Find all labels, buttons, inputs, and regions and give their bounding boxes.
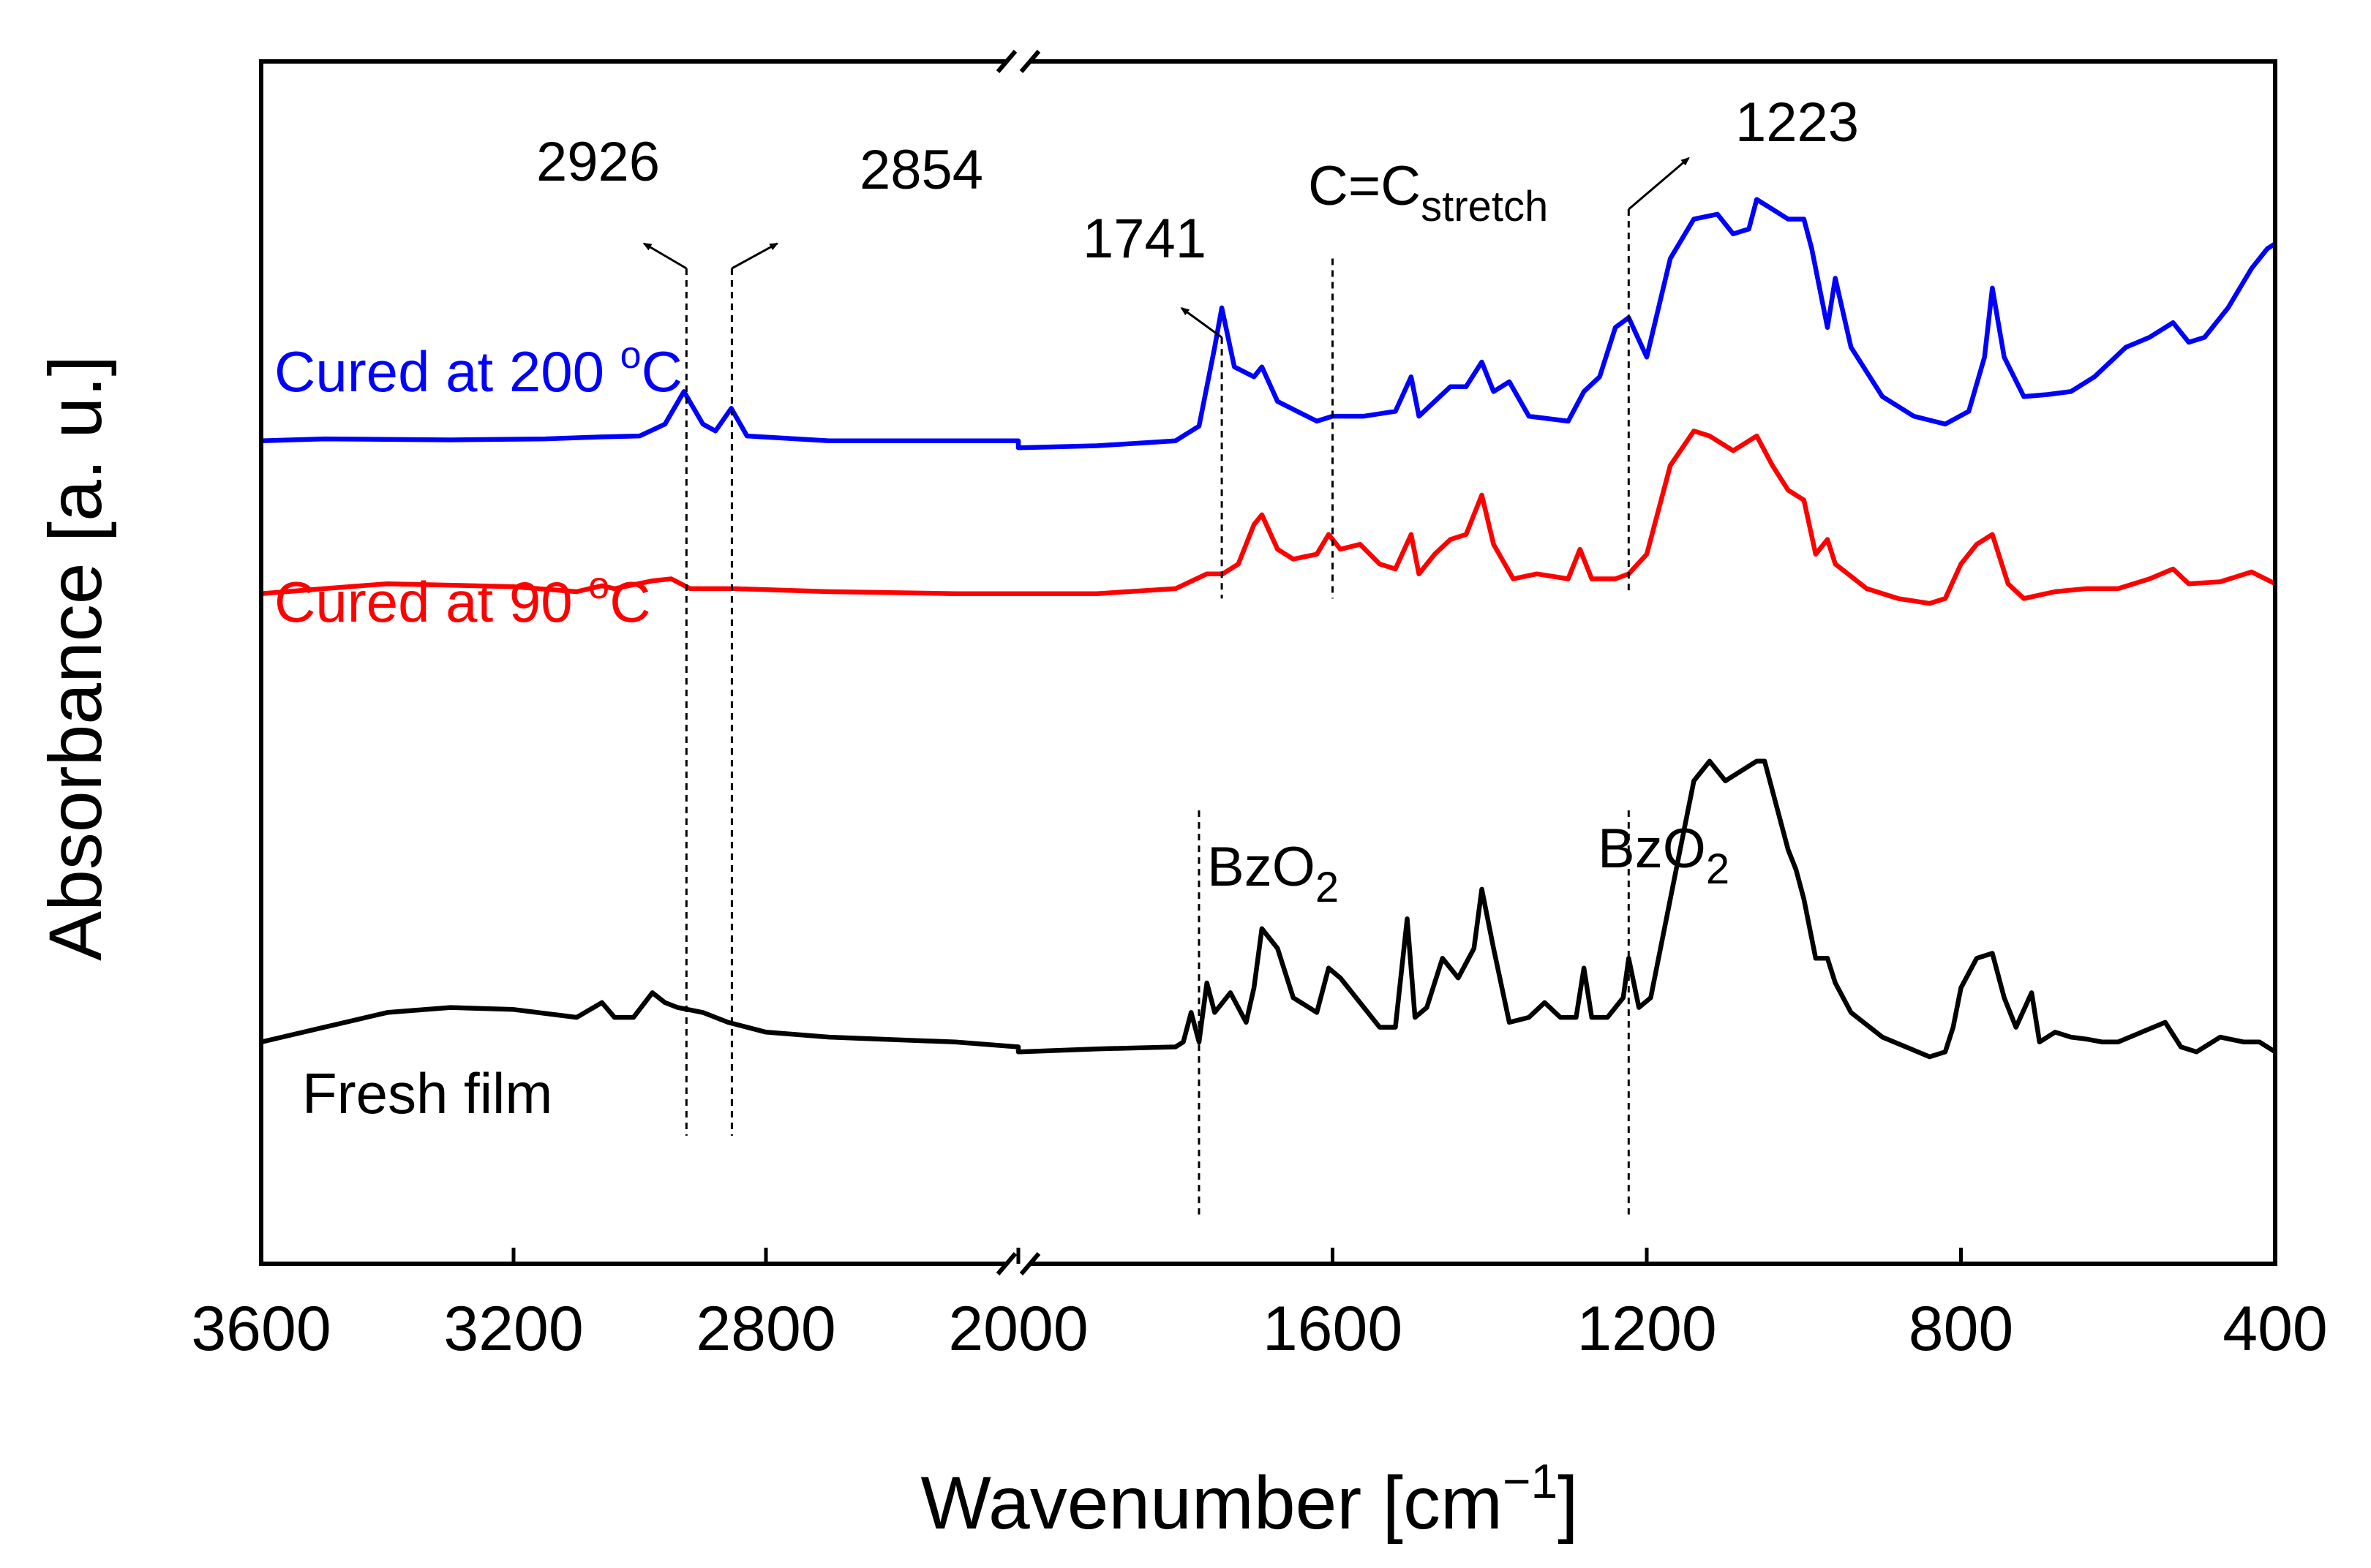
x-tick-label-4: 1600 (1263, 1294, 1402, 1364)
series-layer (260, 197, 2277, 1060)
annotation-bzo2-left: BzO2 (1207, 836, 1339, 911)
axis-break-mark-0-0 (996, 50, 1018, 73)
x-axis-title: Wavenumber [cm−1] (920, 1454, 1578, 1545)
x-tick-label-6: 800 (1909, 1294, 2014, 1364)
axis-break-mark-1-0 (996, 1252, 1018, 1275)
axis-break-mark-0-1 (1019, 50, 1041, 73)
annotation-arrow-2 (1180, 307, 1222, 339)
annotation-layer (642, 157, 1690, 1215)
annotation-bzo2-right: BzO2 (1598, 818, 1729, 893)
x-tick-label-1: 3200 (443, 1294, 583, 1364)
annotation-1741: 1741 (1083, 208, 1206, 270)
series-label-cured-200: Cured at 200 oC (274, 334, 683, 404)
annotation-c-c-stretch: C=Cstretch (1308, 155, 1548, 230)
series-label-cured-90: Cured at 90 oC (274, 565, 651, 634)
x-tick-label-5: 1200 (1577, 1294, 1716, 1364)
annotation-2926: 2926 (536, 131, 660, 193)
series-line-fresh-film (260, 758, 2277, 1060)
axis-break-mark-1-1 (1019, 1252, 1041, 1275)
annotation-arrow-0 (642, 242, 688, 270)
y-axis-title: Absorbance [a. u.] (34, 355, 117, 961)
x-tick-label-0: 3600 (191, 1294, 331, 1364)
x-tick-label-3: 2000 (948, 1294, 1088, 1364)
annotation-2854: 2854 (860, 139, 983, 201)
x-tick-label-2: 2800 (696, 1294, 835, 1364)
series-line-cured-at-200-c (260, 197, 2277, 451)
series-line-cured-at-90-c (260, 429, 2277, 606)
annotation-arrow-3 (1628, 157, 1690, 211)
series-label-fresh-film: Fresh film (302, 1061, 552, 1126)
annotation-arrow-1 (731, 242, 779, 270)
annotation-1223: 1223 (1735, 91, 1859, 154)
x-tick-label-7: 400 (2222, 1294, 2328, 1364)
axes-layer: 3600 3200 2800 2000 1600 1200 800 400 (191, 50, 2328, 1364)
